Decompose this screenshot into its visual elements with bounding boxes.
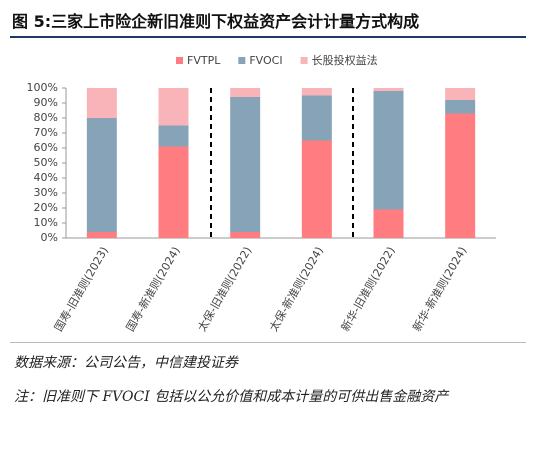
bar-segment bbox=[301, 95, 332, 141]
x-tick-label: 国寿-新准则(2024) bbox=[123, 244, 183, 334]
bar-segment bbox=[158, 88, 189, 126]
bar-segment bbox=[373, 88, 404, 91]
legend-swatch bbox=[176, 57, 183, 64]
note: 注：旧准则下 FVOCI 包括以公允价值和成本计量的可供出售金融资产 bbox=[14, 389, 449, 405]
legend-swatch bbox=[238, 57, 246, 64]
y-tick-label: 100% bbox=[27, 81, 58, 94]
y-tick-label: 60% bbox=[34, 141, 58, 154]
y-tick-label: 90% bbox=[34, 96, 58, 109]
bar-segment bbox=[445, 88, 476, 100]
x-tick-label: 太保-旧准则(2022) bbox=[194, 244, 254, 334]
y-tick-label: 10% bbox=[34, 216, 58, 229]
bar-segment bbox=[445, 113, 476, 238]
x-tick-label: 太保-新准则(2024) bbox=[266, 244, 326, 334]
y-tick-label: 0% bbox=[41, 231, 58, 244]
bar-segment bbox=[86, 88, 117, 118]
y-tick-label: 30% bbox=[34, 186, 58, 199]
legend-label: FVTPL bbox=[187, 54, 221, 67]
bar-segment bbox=[86, 232, 117, 238]
bar-segment bbox=[158, 125, 189, 147]
bar-segment bbox=[301, 88, 332, 96]
legend-swatch bbox=[300, 57, 308, 64]
y-tick-label: 80% bbox=[34, 111, 58, 124]
bar-segment bbox=[445, 100, 476, 114]
x-tick-label: 国寿-旧准则(2023) bbox=[51, 244, 111, 334]
bar-segment bbox=[230, 88, 261, 97]
bar-segment bbox=[230, 232, 261, 238]
y-tick-label: 50% bbox=[34, 156, 58, 169]
bar-segment bbox=[301, 140, 332, 238]
chart-title: 图 5:三家上市险企新旧准则下权益资产会计计量方式构成 bbox=[12, 12, 420, 31]
x-tick-label: 新华-旧准则(2022) bbox=[338, 244, 398, 334]
bar-segment bbox=[158, 146, 189, 238]
y-tick-label: 40% bbox=[34, 171, 58, 184]
legend-label: FVOCI bbox=[249, 54, 282, 67]
y-tick-label: 70% bbox=[34, 126, 58, 139]
x-tick-label: 新华-新准则(2024) bbox=[409, 244, 469, 334]
y-tick-label: 20% bbox=[34, 201, 58, 214]
bar-segment bbox=[86, 118, 117, 232]
chart: 0% 10% 20% 30% 40% 50% 60% 70% 80% 90% 100% FVTPL FV… bbox=[27, 53, 496, 334]
bar-segment bbox=[373, 209, 404, 238]
legend-label: 长股投权益法 bbox=[312, 53, 378, 67]
title-rule bbox=[10, 36, 526, 38]
source: 数据来源：公司公告，中信建投证券 bbox=[14, 355, 238, 371]
separator bbox=[10, 342, 526, 343]
bar-segment bbox=[373, 91, 404, 210]
bar-segment bbox=[230, 97, 261, 232]
